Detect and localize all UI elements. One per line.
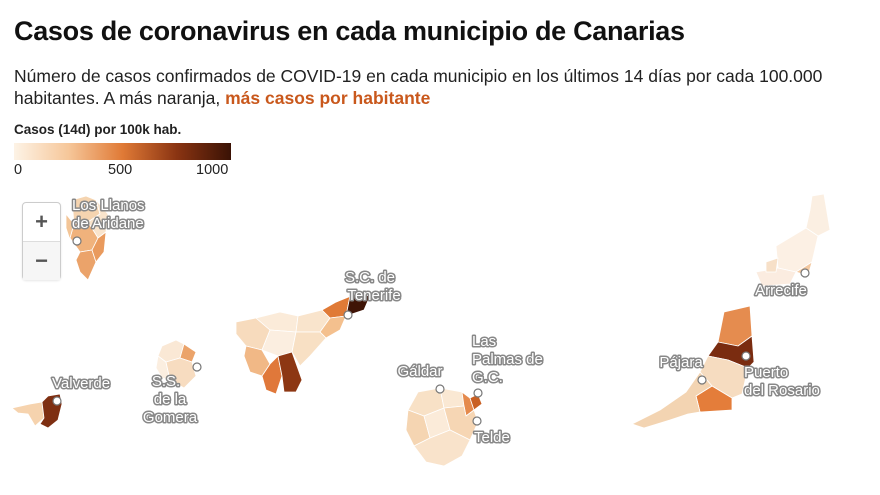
label-telde: Telde (474, 429, 510, 446)
label-pajara: Pájara (659, 354, 703, 371)
island-fuerteventura[interactable] (631, 305, 755, 429)
label-las-palmas-3: G.C. (472, 369, 503, 386)
label-galdar: Gáldar (397, 363, 442, 380)
legend-tick-500: 500 (108, 162, 133, 178)
label-las-palmas-1: Las (472, 333, 496, 350)
label-los-llanos-2: de Aridane (72, 215, 144, 232)
label-ss-gomera-3: Gomera (143, 409, 198, 426)
place-markers (52, 236, 810, 426)
island-gran-canaria[interactable] (405, 387, 483, 467)
marker-arrecife (800, 268, 810, 278)
marker-pajara (697, 375, 707, 385)
label-puerto-rosario-1: Puerto (744, 364, 788, 381)
island-lanzarote[interactable] (755, 193, 831, 287)
label-arrecife: Arrecife (755, 282, 807, 299)
legend-color-ramp (14, 143, 231, 160)
label-valverde: Valverde (52, 375, 110, 392)
marker-puerto-rosario (741, 351, 751, 361)
page-title: Casos de coronavirus en cada municipio d… (14, 16, 685, 46)
label-los-llanos-1: Los Llanos (72, 197, 145, 214)
island-tenerife[interactable] (235, 293, 371, 395)
legend-tick-1000: 1000 (196, 162, 229, 178)
zoom-controls: + − (22, 202, 61, 280)
place-labels: Los Llanos de Aridane Valverde S.S. de l… (51, 196, 822, 448)
marker-telde (472, 416, 482, 426)
marker-valverde (52, 396, 62, 406)
label-las-palmas-2: Palmas de (472, 351, 543, 368)
marker-galdar (435, 384, 445, 394)
label-ss-gomera-1: S.S. (152, 373, 180, 390)
marker-ss-gomera (192, 362, 202, 372)
zoom-in-button[interactable]: + (35, 209, 48, 234)
label-sc-tenerife-1: S.C. de (345, 269, 395, 286)
legend-title: Casos (14d) por 100k hab. (14, 122, 182, 137)
marker-los-llanos (72, 236, 82, 246)
page-subtitle: Número de casos confirmados de COVID-19 … (14, 65, 834, 109)
subtitle-highlight: más casos por habitante (225, 88, 431, 108)
subtitle-text: Número de casos confirmados de COVID-19 … (14, 66, 823, 108)
label-puerto-rosario-2: del Rosario (744, 382, 820, 399)
label-sc-tenerife-2: Tenerife (347, 287, 400, 304)
island-la-gomera[interactable] (155, 339, 197, 389)
marker-las-palmas (473, 388, 483, 398)
marker-sc-tenerife (343, 310, 353, 320)
label-ss-gomera-2: de la (154, 391, 187, 408)
legend-tick-0: 0 (14, 162, 23, 178)
zoom-out-button[interactable]: − (23, 241, 60, 280)
